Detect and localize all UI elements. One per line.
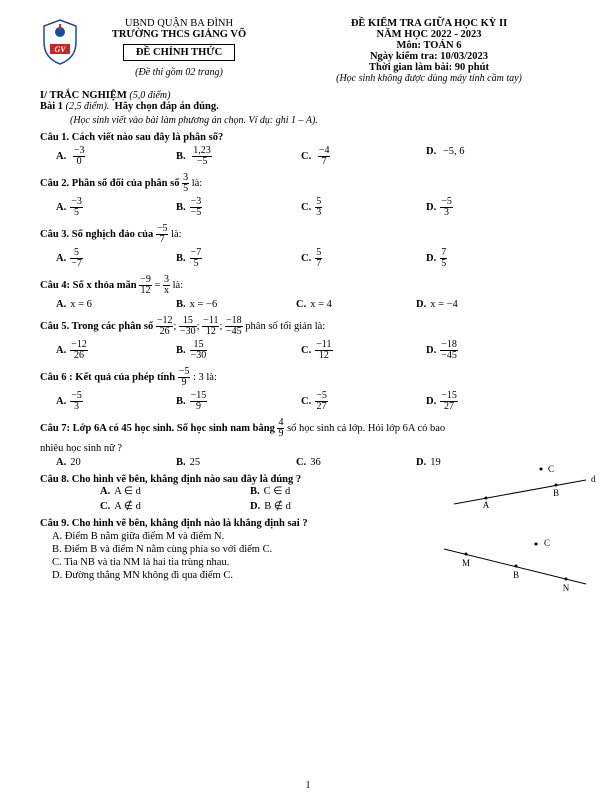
section-1-points: (5,0 điểm) — [129, 90, 170, 101]
question-7: Câu 7: Lớp 6A có 45 học sinh. Số học sin… — [40, 418, 586, 468]
school-logo-icon: GV — [40, 18, 80, 66]
year: NĂM HỌC 2022 - 2023 — [272, 29, 586, 40]
q1-options: A. −30 B. 1,23−5 C. −47 D. −5, 6 — [56, 146, 586, 167]
q5-text: Câu 5. Trong các phân số −1226; 15−30; −… — [40, 316, 586, 337]
q2-options: A.−35 B.−3−5 C.53 D.−53 — [56, 197, 586, 218]
q5-b: B.15−30 — [176, 340, 301, 361]
svg-text:GV: GV — [54, 45, 66, 54]
q9-text: Câu 9. Cho hình vẽ bên, khẳng định nào l… — [40, 518, 586, 529]
q4-a: A.x = 6 — [56, 299, 176, 310]
q6-b: B.−159 — [176, 391, 301, 412]
q4-b: B.x = −6 — [176, 299, 296, 310]
q1-a: A. −30 — [56, 146, 176, 167]
q8-diagram: A B C d — [446, 466, 596, 517]
header: GV UBND QUẬN BA ĐÌNH TRƯỜNG THCS GIẢNG V… — [40, 18, 586, 84]
label-d: d — [591, 474, 596, 484]
q5-c: C.−1112 — [301, 340, 426, 361]
q7-line2: nhiêu học sinh nữ ? — [40, 443, 586, 454]
district-name: UBND QUẬN BA ĐÌNH — [94, 18, 264, 29]
q1-text: Câu 1. Cách viết nào sau đây là phân số? — [40, 132, 586, 143]
q6-text: Câu 6 : Kết quả của phép tính −59 : 3 là… — [40, 367, 586, 388]
q2-b: B.−3−5 — [176, 197, 301, 218]
pages-note: (Đề thi gồm 02 trang) — [94, 67, 264, 78]
q9-diagram: M B N C — [436, 534, 596, 597]
bai-1-note: (Học sinh viết vào bài làm phương án chọ… — [70, 115, 586, 126]
label-m: M — [462, 558, 470, 568]
exam-title: ĐỀ KIỂM TRA GIỮA HỌC KỲ II — [272, 18, 586, 29]
question-5: Câu 5. Trong các phân số −1226; 15−30; −… — [40, 316, 586, 361]
q4-d: D.x = −4 — [416, 299, 536, 310]
q6-d: D.−1527 — [426, 391, 516, 412]
q2-text: Câu 2. Phân số đối của phân số 35 là: — [40, 173, 586, 194]
label-b: B — [553, 488, 559, 498]
question-1: Câu 1. Cách viết nào sau đây là phân số?… — [40, 132, 586, 167]
q3-d: D.75 — [426, 248, 516, 269]
q7-b: B.25 — [176, 457, 296, 468]
question-8: Câu 8. Cho hình vẽ bên, khẳng định nào s… — [40, 474, 586, 512]
q5-a: A.−1226 — [56, 340, 176, 361]
q5-options: A.−1226 B.15−30 C.−1112 D.−18−45 — [56, 340, 586, 361]
q3-text: Câu 3. Số nghịch đảo của −57 là: — [40, 224, 586, 245]
section-1: I/ TRẮC NGHIỆM (5,0 điểm) — [40, 90, 586, 101]
section-1-title: I/ TRẮC NGHIỆM — [40, 90, 127, 101]
q4-options: A.x = 6 B.x = −6 C.x = 4 D.x = −4 — [56, 299, 586, 310]
q3-b: B.−75 — [176, 248, 301, 269]
logo-column: GV — [40, 18, 86, 84]
q3-options: A.5−7 B.−75 C.57 D.75 — [56, 248, 586, 269]
q2-d: D.−53 — [426, 197, 516, 218]
subject: Môn: TOÁN 6 — [272, 40, 586, 51]
label-c: C — [548, 464, 554, 474]
duration: Thời gian làm bài: 90 phút — [272, 62, 586, 73]
bai-1: Bài 1 (2,5 điểm). Hãy chọn đáp án đúng. — [40, 101, 586, 112]
bai-1-instr: Hãy chọn đáp án đúng. — [115, 101, 219, 112]
question-2: Câu 2. Phân số đối của phân số 35 là: A.… — [40, 173, 586, 218]
q4-text: Câu 4: Số x thỏa mãn −912 = 3x là: — [40, 275, 586, 296]
q8-a: A.A ∈ d — [100, 485, 250, 497]
question-6: Câu 6 : Kết quả của phép tính −59 : 3 là… — [40, 367, 586, 412]
q1-b: B. 1,23−5 — [176, 146, 301, 167]
exam-date: Ngày kiểm tra: 10/03/2023 — [272, 51, 586, 62]
header-right: ĐỀ KIỂM TRA GIỮA HỌC KỲ II NĂM HỌC 2022 … — [272, 18, 586, 84]
bai-1-points: (2,5 điểm). — [66, 101, 110, 112]
q6-a: A.−53 — [56, 391, 176, 412]
q8-b: B.C ∈ d — [250, 485, 400, 497]
label-c: C — [544, 538, 550, 548]
q2-c: C.53 — [301, 197, 426, 218]
label-n: N — [563, 583, 570, 593]
q1-c: C. −47 — [301, 146, 426, 167]
q7-c: C.36 — [296, 457, 416, 468]
q1-d: D. −5, 6 — [426, 146, 516, 167]
question-4: Câu 4: Số x thỏa mãn −912 = 3x là: A.x =… — [40, 275, 586, 310]
q3-c: C.57 — [301, 248, 426, 269]
calc-note: (Học sinh không được dùng máy tính cầm t… — [272, 73, 586, 84]
question-3: Câu 3. Số nghịch đảo của −57 là: A.5−7 B… — [40, 224, 586, 269]
header-left: UBND QUẬN BA ĐÌNH TRƯỜNG THCS GIẢNG VÕ Đ… — [94, 18, 264, 84]
page-number: 1 — [306, 780, 311, 791]
q7-line1: Câu 7: Lớp 6A có 45 học sinh. Số học sin… — [40, 418, 586, 439]
q6-options: A.−53 B.−159 C.−527 D.−1527 — [56, 391, 586, 412]
exam-type-box: ĐỀ CHÍNH THỨC — [123, 44, 235, 61]
q8-c: C.A ∉ d — [100, 500, 250, 512]
label-a: A — [483, 500, 490, 510]
q7-a: A.20 — [56, 457, 176, 468]
question-9: Câu 9. Cho hình vẽ bên, khẳng định nào l… — [40, 518, 586, 581]
q5-d: D.−18−45 — [426, 340, 516, 361]
q6-c: C.−527 — [301, 391, 426, 412]
label-b: B — [513, 570, 519, 580]
q3-a: A.5−7 — [56, 248, 176, 269]
q8-d: D.B ∉ d — [250, 500, 400, 512]
q2-a: A.−35 — [56, 197, 176, 218]
q4-c: C.x = 4 — [296, 299, 416, 310]
school-name: TRƯỜNG THCS GIẢNG VÕ — [94, 29, 264, 40]
bai-1-label: Bài 1 — [40, 101, 63, 112]
